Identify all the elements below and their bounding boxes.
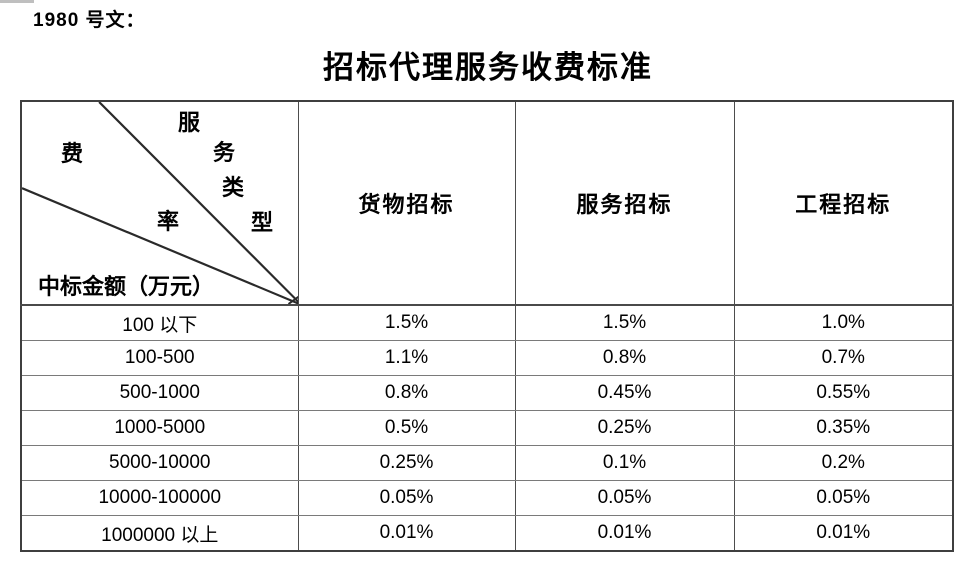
fee-standard-table: 服 务 类 型 费 率 中标金额（万元） 货物招标 服务招标 工程招标 100 … xyxy=(20,100,954,552)
table-row: 10000-100000 0.05% 0.05% 0.05% xyxy=(20,480,954,516)
table-header-row: 服 务 类 型 费 率 中标金额（万元） 货物招标 服务招标 工程招标 xyxy=(20,100,954,306)
corner-label-service-type-char: 服 xyxy=(177,110,200,135)
table-row: 100 以下 1.5% 1.5% 1.0% xyxy=(20,304,954,341)
fee-rate-cell: 0.01% xyxy=(514,515,735,552)
column-header-goods-bidding: 货物招标 xyxy=(297,100,516,306)
corner-label-rate-char: 率 xyxy=(156,209,179,234)
fee-rate-cell: 0.5% xyxy=(297,410,516,446)
table-row: 1000-5000 0.5% 0.25% 0.35% xyxy=(20,410,954,446)
corner-label-bid-amount: 中标金额（万元） xyxy=(38,274,215,299)
corner-label-rate-char: 费 xyxy=(60,141,83,166)
diagonal-divider-lines xyxy=(22,102,297,303)
row-label-amount-range: 100-500 xyxy=(20,340,299,376)
table-row: 500-1000 0.8% 0.45% 0.55% xyxy=(20,375,954,411)
fee-rate-cell: 0.01% xyxy=(297,515,516,552)
row-label-amount-range: 1000000 以上 xyxy=(20,515,299,552)
corner-label-service-type-char: 务 xyxy=(212,140,235,165)
column-header-engineering-bidding: 工程招标 xyxy=(733,100,954,306)
fee-rate-cell: 0.2% xyxy=(733,445,954,481)
fee-rate-cell: 0.35% xyxy=(733,410,954,446)
page-title: 招标代理服务收费标准 xyxy=(323,50,653,85)
fee-rate-cell: 1.1% xyxy=(297,340,516,376)
fee-rate-cell: 0.7% xyxy=(733,340,954,376)
fee-rate-cell: 0.8% xyxy=(297,375,516,411)
fee-rate-cell: 0.05% xyxy=(733,480,954,516)
row-label-amount-range: 100 以下 xyxy=(20,304,299,341)
scan-artifact xyxy=(0,0,34,3)
row-label-amount-range: 10000-100000 xyxy=(20,480,299,516)
fee-rate-cell: 0.45% xyxy=(514,375,735,411)
fee-rate-cell: 0.25% xyxy=(514,410,735,446)
corner-label-service-type-char: 型 xyxy=(250,210,273,235)
fee-rate-cell: 0.55% xyxy=(733,375,954,411)
table-corner-cell: 服 务 类 型 费 率 中标金额（万元） xyxy=(20,100,299,306)
fee-rate-cell: 0.05% xyxy=(297,480,516,516)
table-row: 5000-10000 0.25% 0.1% 0.2% xyxy=(20,445,954,481)
fee-rate-cell: 1.5% xyxy=(514,304,735,341)
fee-rate-cell: 0.05% xyxy=(514,480,735,516)
fee-rate-cell: 0.8% xyxy=(514,340,735,376)
fee-rate-cell: 0.25% xyxy=(297,445,516,481)
corner-label-service-type-char: 类 xyxy=(221,175,244,200)
fee-rate-cell: 1.5% xyxy=(297,304,516,341)
fee-rate-cell: 0.01% xyxy=(733,515,954,552)
column-header-service-bidding: 服务招标 xyxy=(514,100,735,306)
table-row: 1000000 以上 0.01% 0.01% 0.01% xyxy=(20,515,954,552)
row-label-amount-range: 5000-10000 xyxy=(20,445,299,481)
fee-rate-cell: 0.1% xyxy=(514,445,735,481)
row-label-amount-range: 1000-5000 xyxy=(20,410,299,446)
doc-reference: 1980 号文： xyxy=(33,10,146,31)
table-row: 100-500 1.1% 0.8% 0.7% xyxy=(20,340,954,376)
fee-rate-cell: 1.0% xyxy=(733,304,954,341)
row-label-amount-range: 500-1000 xyxy=(20,375,299,411)
